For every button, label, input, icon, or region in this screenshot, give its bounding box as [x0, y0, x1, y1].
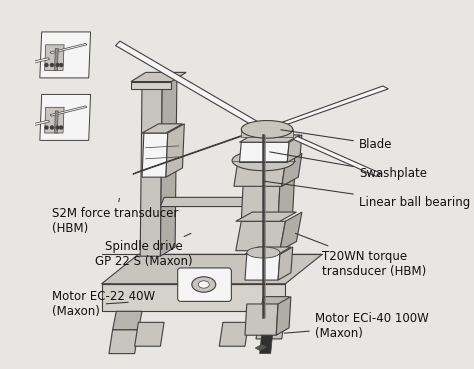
Polygon shape [116, 41, 260, 128]
Polygon shape [50, 106, 87, 116]
Polygon shape [234, 162, 285, 186]
Polygon shape [45, 45, 64, 70]
Circle shape [59, 63, 64, 67]
Text: Spindle drive
GP 22 S (Maxon): Spindle drive GP 22 S (Maxon) [95, 234, 192, 268]
Polygon shape [239, 135, 300, 142]
Polygon shape [131, 82, 172, 89]
Polygon shape [273, 128, 381, 176]
Polygon shape [160, 197, 252, 207]
Polygon shape [256, 315, 285, 339]
Polygon shape [131, 72, 186, 82]
Polygon shape [140, 82, 162, 256]
Polygon shape [160, 72, 177, 256]
Polygon shape [249, 190, 264, 207]
Text: S2M force transducer
(HBM): S2M force transducer (HBM) [52, 198, 178, 235]
Text: Motor ECi-40 100W
(Maxon): Motor ECi-40 100W (Maxon) [284, 312, 428, 340]
Polygon shape [55, 111, 58, 133]
Circle shape [55, 125, 60, 130]
Text: T20WN torque
transducer (HBM): T20WN torque transducer (HBM) [295, 233, 427, 277]
Polygon shape [260, 297, 289, 315]
Polygon shape [166, 124, 184, 177]
Polygon shape [33, 120, 49, 126]
Polygon shape [133, 129, 262, 174]
Text: Swashplate: Swashplate [270, 152, 427, 180]
Polygon shape [109, 330, 138, 354]
Polygon shape [287, 135, 302, 162]
Text: Motor EC-22 40W
(Maxon): Motor EC-22 40W (Maxon) [52, 290, 155, 318]
Polygon shape [280, 212, 302, 251]
Circle shape [50, 125, 54, 130]
Polygon shape [241, 130, 293, 137]
Polygon shape [239, 142, 289, 162]
Polygon shape [278, 175, 294, 221]
Polygon shape [45, 107, 64, 133]
Circle shape [44, 63, 49, 67]
Polygon shape [245, 247, 291, 254]
Polygon shape [241, 184, 280, 221]
Polygon shape [55, 48, 58, 70]
Ellipse shape [232, 151, 294, 171]
Ellipse shape [198, 281, 210, 288]
Circle shape [50, 63, 54, 67]
Ellipse shape [241, 121, 293, 138]
Polygon shape [260, 335, 273, 354]
Polygon shape [135, 323, 164, 346]
Polygon shape [273, 86, 388, 128]
Polygon shape [236, 221, 285, 251]
Circle shape [59, 125, 64, 130]
Ellipse shape [192, 277, 216, 292]
Polygon shape [50, 43, 87, 54]
Polygon shape [101, 254, 322, 284]
Polygon shape [219, 323, 249, 346]
Text: Blade: Blade [281, 130, 392, 151]
Polygon shape [245, 254, 280, 280]
Circle shape [44, 125, 49, 130]
Polygon shape [255, 344, 267, 351]
Polygon shape [40, 94, 91, 140]
Polygon shape [40, 32, 91, 78]
Ellipse shape [247, 247, 280, 258]
Circle shape [55, 63, 60, 67]
Polygon shape [278, 247, 293, 280]
Polygon shape [276, 297, 291, 335]
Polygon shape [282, 153, 302, 186]
Polygon shape [236, 212, 296, 221]
Polygon shape [113, 311, 142, 330]
Polygon shape [142, 124, 182, 133]
Polygon shape [245, 304, 278, 335]
Polygon shape [33, 58, 49, 63]
Text: Linear ball bearing: Linear ball bearing [264, 181, 470, 209]
FancyBboxPatch shape [178, 268, 231, 301]
Polygon shape [101, 284, 285, 311]
Polygon shape [142, 133, 168, 177]
